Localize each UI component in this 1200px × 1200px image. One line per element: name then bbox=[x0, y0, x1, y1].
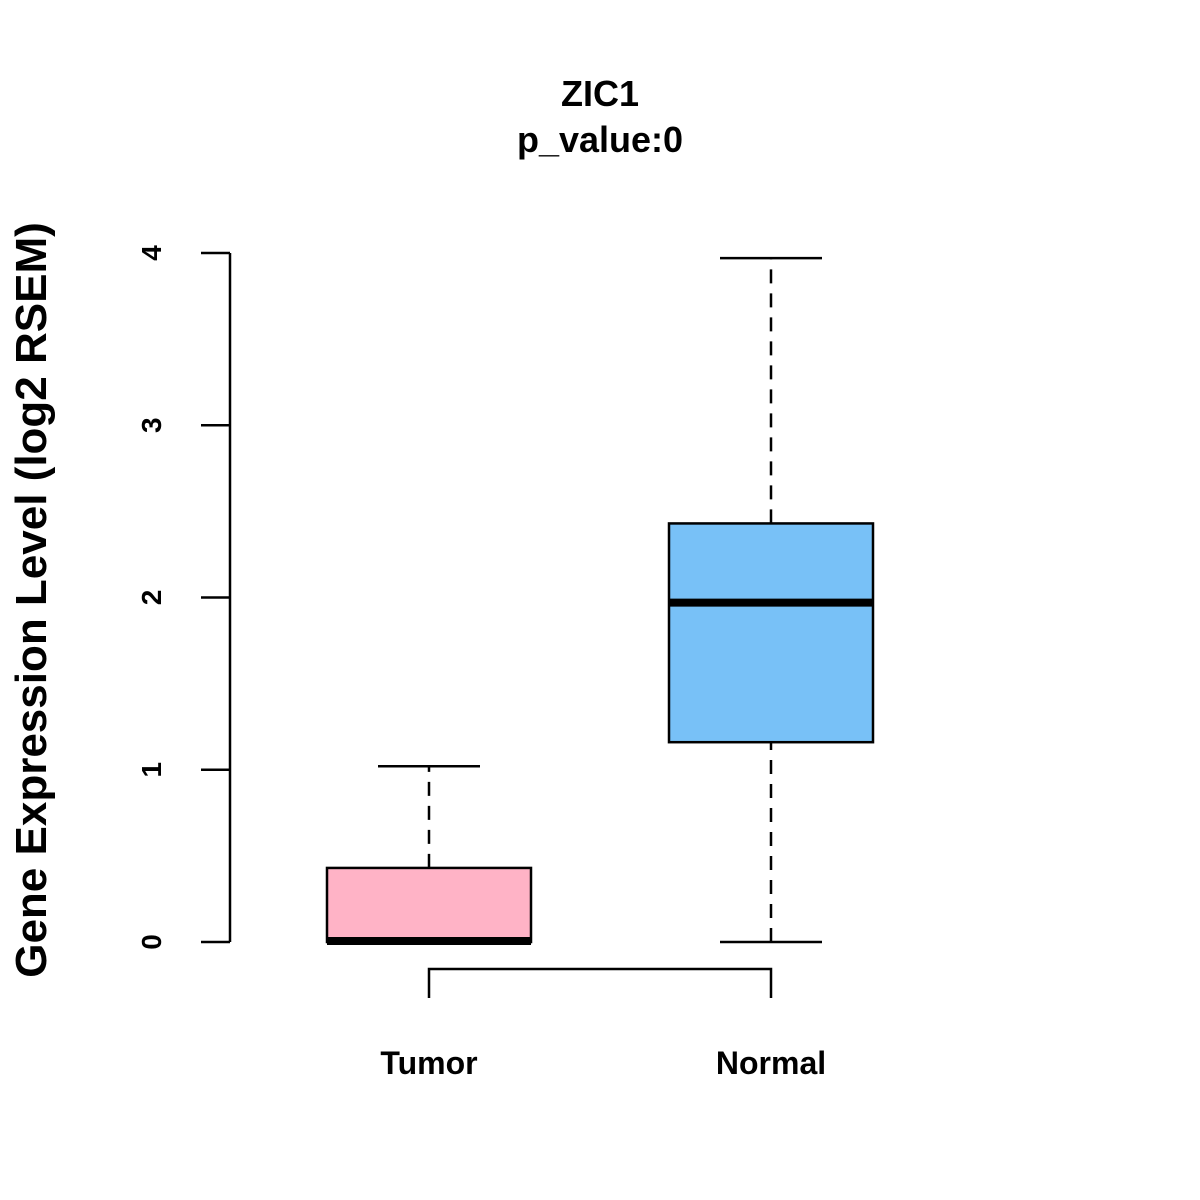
chart-subtitle: p_value:0 bbox=[517, 119, 683, 160]
box-tumor bbox=[325, 765, 533, 945]
y-tick-label: 1 bbox=[136, 762, 167, 778]
x-tick-label: Normal bbox=[716, 1045, 826, 1081]
y-tick-label: 3 bbox=[136, 417, 167, 433]
box-normal bbox=[667, 256, 875, 944]
x-axis-labels: Tumor Normal bbox=[380, 1045, 826, 1081]
y-tick-label: 0 bbox=[136, 934, 167, 950]
y-axis-label: Gene Expression Level (log2 RSEM) bbox=[7, 222, 56, 978]
box-iqr bbox=[667, 522, 875, 744]
x-tick-label: Tumor bbox=[380, 1045, 477, 1081]
y-axis-ticks: 0 1 2 3 4 bbox=[136, 245, 230, 950]
boxes bbox=[325, 256, 875, 945]
y-tick-label: 4 bbox=[136, 245, 167, 261]
comparison-bracket bbox=[427, 967, 773, 998]
box-iqr bbox=[325, 866, 533, 944]
y-tick-label: 2 bbox=[136, 590, 167, 606]
chart-title: ZIC1 bbox=[561, 73, 639, 114]
